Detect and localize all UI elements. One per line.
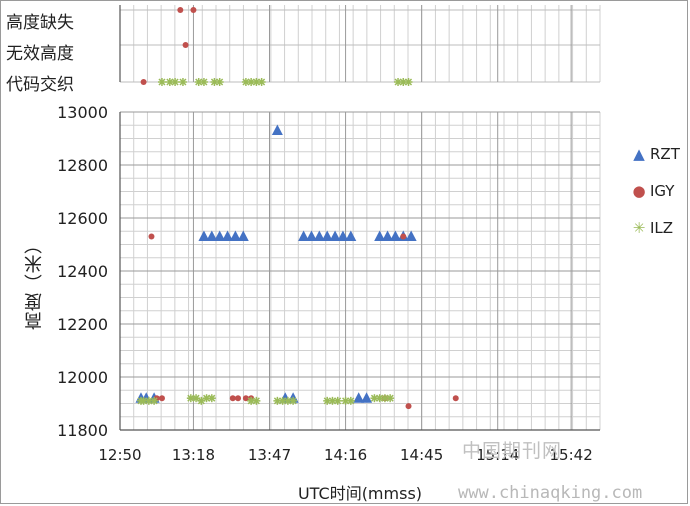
status-row-label-interleave: 代码交织 <box>6 75 74 95</box>
y-tick-label: 12200 <box>57 315 108 334</box>
x-tick-label: 13:18 <box>172 446 215 464</box>
data-point-ilz <box>150 396 159 405</box>
data-point-ilz <box>404 78 413 86</box>
x-tick-label: 12:50 <box>98 446 141 464</box>
data-point-ilz <box>215 78 224 86</box>
data-point-ilz <box>370 394 379 403</box>
data-point-rzt <box>321 230 333 242</box>
data-point-ilz <box>375 394 384 403</box>
legend-item-igy: ● IGY <box>632 182 674 200</box>
y-axis-label: 高度（米） <box>24 235 45 330</box>
data-point-ilz <box>333 396 342 405</box>
watermark-url: www.chinaqking.com <box>458 483 643 503</box>
status-row-label-missing: 高度缺失 <box>6 13 74 33</box>
data-point-ilz <box>252 396 261 405</box>
data-point-ilz <box>199 78 208 86</box>
legend-item-ilz: ✳ ILZ <box>632 219 673 237</box>
data-point-rzt <box>206 230 218 242</box>
y-tick-label: 12800 <box>57 156 108 175</box>
y-tick-label: 11800 <box>57 421 108 440</box>
data-point-igy <box>235 395 242 402</box>
data-point-rzt <box>305 230 317 242</box>
y-tick-label: 13000 <box>57 103 108 122</box>
y-tick-label: 12000 <box>57 368 108 387</box>
data-point-ilz <box>178 78 187 86</box>
data-point-rzt <box>353 392 365 403</box>
data-point-rzt <box>313 230 325 242</box>
data-point-igy <box>140 79 147 85</box>
data-point-igy <box>177 7 184 13</box>
y-tick-label: 12400 <box>57 262 108 281</box>
data-point-rzt <box>222 230 234 242</box>
data-point-rzt <box>237 230 249 242</box>
data-point-igy <box>405 403 412 410</box>
data-point-rzt <box>337 230 349 242</box>
data-point-ilz <box>247 78 256 86</box>
x-tick-label: 14:16 <box>324 446 367 464</box>
circle-icon: ● <box>632 182 646 200</box>
data-point-ilz <box>346 396 355 405</box>
star-icon: ✳ <box>632 219 646 237</box>
data-point-igy <box>452 395 459 402</box>
data-point-rzt <box>361 392 373 403</box>
data-point-rzt <box>214 230 226 242</box>
legend-label-rzt: RZT <box>650 145 680 163</box>
data-point-ilz <box>257 78 266 86</box>
x-tick-label: 15:42 <box>550 446 593 464</box>
data-point-igy <box>190 7 197 13</box>
legend-item-rzt: ▲ RZT <box>632 145 680 163</box>
data-point-ilz <box>386 394 395 403</box>
watermark-cn: 中国期刊网 <box>462 440 563 462</box>
data-point-ilz <box>202 394 211 403</box>
data-point-rzt <box>374 230 386 242</box>
data-point-ilz <box>399 78 408 86</box>
data-point-ilz <box>207 394 216 403</box>
data-point-ilz <box>171 78 180 86</box>
data-point-ilz <box>328 396 337 405</box>
data-point-rzt <box>405 230 417 242</box>
data-point-rzt <box>271 124 283 136</box>
x-axis-label: UTC时间(mmss) <box>297 484 423 503</box>
data-point-igy <box>400 233 407 240</box>
x-tick-label: 13:47 <box>248 446 291 464</box>
data-point-ilz <box>157 78 166 86</box>
data-point-rzt <box>198 230 210 242</box>
data-point-igy <box>229 395 236 402</box>
triangle-icon: ▲ <box>633 145 645 163</box>
data-point-ilz <box>139 396 148 405</box>
legend-label-ilz: ILZ <box>650 219 674 237</box>
data-point-rzt <box>329 230 341 242</box>
data-point-rzt <box>345 230 357 242</box>
data-point-rzt <box>298 230 310 242</box>
data-point-igy <box>242 395 249 402</box>
data-point-igy <box>148 233 155 240</box>
legend-label-igy: IGY <box>650 182 675 200</box>
data-point-rzt <box>382 230 394 242</box>
y-tick-label: 12600 <box>57 209 108 228</box>
status-row-label-invalid: 无效高度 <box>6 44 74 64</box>
data-point-igy <box>158 395 165 402</box>
x-tick-label: 14:45 <box>400 446 443 464</box>
data-point-ilz <box>289 396 298 405</box>
x-tick-label: 15:14 <box>476 446 519 464</box>
data-point-rzt <box>229 230 241 242</box>
data-point-ilz <box>247 396 256 405</box>
data-point-rzt <box>389 230 401 242</box>
data-point-igy <box>182 42 189 48</box>
